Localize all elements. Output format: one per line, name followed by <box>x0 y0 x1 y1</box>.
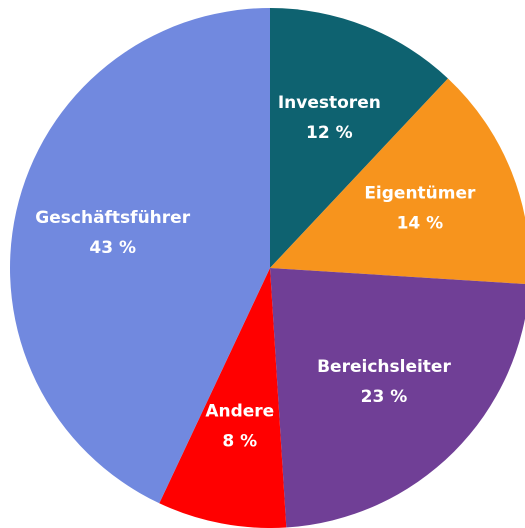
slice-label: Investoren <box>278 93 381 113</box>
slice-value-label: 43 % <box>89 238 136 258</box>
pie-slice <box>270 8 448 268</box>
slice-value-label: 12 % <box>306 123 353 143</box>
pie-slice <box>270 78 525 285</box>
slice-label: Bereichsleiter <box>317 357 451 377</box>
pie-slice <box>159 268 287 528</box>
pie-slice <box>10 8 271 504</box>
slice-label: Eigentümer <box>364 184 476 204</box>
slice-value-label: 23 % <box>361 387 408 407</box>
pie-slice <box>270 268 525 528</box>
slice-value-label: 8 % <box>222 431 257 451</box>
slice-label: Geschäftsführer <box>35 208 190 228</box>
slice-value-label: 14 % <box>397 214 444 234</box>
slice-label: Andere <box>205 401 274 421</box>
